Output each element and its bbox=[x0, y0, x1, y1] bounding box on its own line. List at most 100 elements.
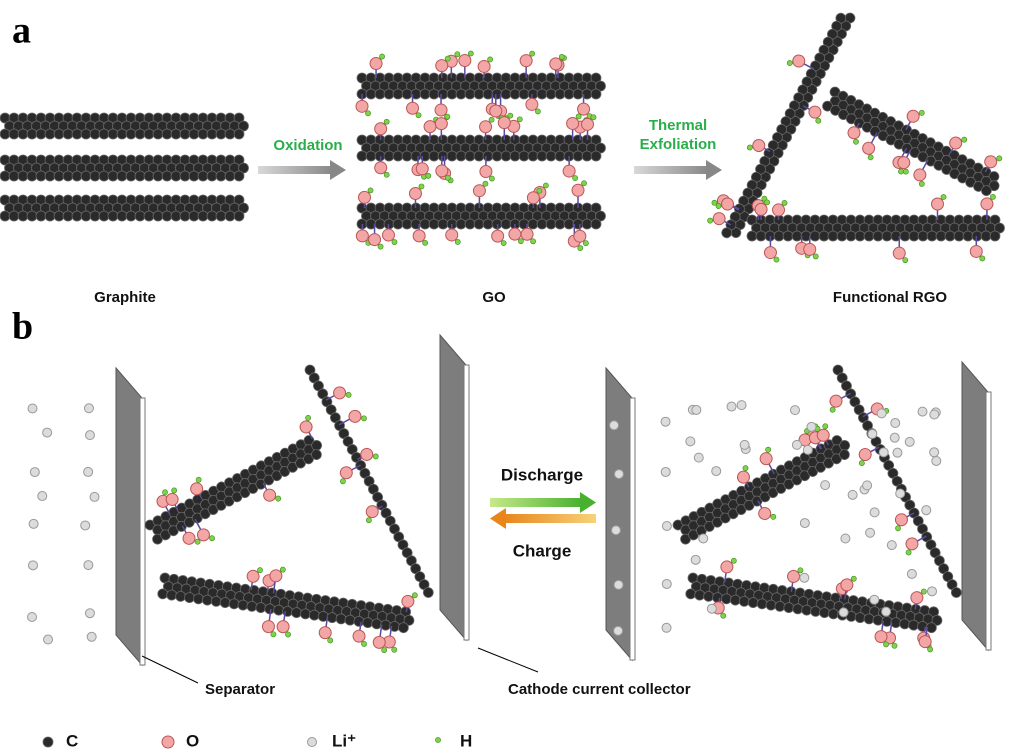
charge-arrow bbox=[504, 514, 596, 523]
oxygen bbox=[492, 230, 504, 242]
graphene-sheet bbox=[357, 113, 606, 183]
hydrogen bbox=[345, 391, 352, 398]
carbon bbox=[501, 151, 511, 161]
carbon bbox=[117, 171, 127, 181]
carbon bbox=[171, 171, 181, 181]
graphene-sheet bbox=[134, 413, 340, 566]
oxygen bbox=[755, 203, 767, 215]
lithium bbox=[792, 440, 801, 449]
hydrogen bbox=[918, 180, 925, 187]
oxygen bbox=[860, 140, 876, 156]
step-label: Exfoliation bbox=[640, 136, 717, 153]
carbon bbox=[162, 211, 172, 221]
hydrogen bbox=[195, 476, 202, 483]
oxygen bbox=[407, 102, 419, 114]
lithium bbox=[891, 419, 900, 428]
carbon bbox=[483, 151, 493, 161]
carbon bbox=[555, 219, 565, 229]
carbon bbox=[909, 231, 919, 241]
oxygen bbox=[893, 512, 909, 528]
carbon bbox=[135, 129, 145, 139]
lithium bbox=[87, 632, 96, 641]
hydrogen bbox=[578, 245, 583, 250]
lithium bbox=[85, 431, 94, 440]
carbon bbox=[135, 211, 145, 221]
graphene-sheet bbox=[0, 195, 249, 221]
lithium bbox=[38, 492, 47, 501]
oxygen bbox=[828, 393, 844, 409]
hydrogen bbox=[782, 200, 787, 205]
carbon bbox=[126, 171, 136, 181]
lithium bbox=[661, 417, 670, 426]
carbon bbox=[774, 231, 784, 241]
carbon bbox=[465, 151, 475, 161]
carbon bbox=[375, 219, 385, 229]
oxygen bbox=[905, 108, 921, 124]
carbon bbox=[873, 231, 883, 241]
hydrogen bbox=[576, 114, 581, 119]
oxygen bbox=[181, 530, 197, 546]
lithium bbox=[686, 437, 695, 446]
carbon bbox=[234, 129, 244, 139]
arrow bbox=[706, 160, 722, 180]
carbon bbox=[465, 89, 475, 99]
oxygen bbox=[478, 60, 490, 72]
carbon bbox=[0, 171, 10, 181]
hydrogen bbox=[746, 144, 753, 151]
graphene-sheet bbox=[0, 155, 249, 181]
carbon bbox=[591, 151, 601, 161]
carbon bbox=[45, 211, 55, 221]
hydrogen bbox=[941, 194, 946, 199]
carbon bbox=[990, 231, 1000, 241]
graphene-sheet bbox=[154, 550, 419, 656]
lithium bbox=[893, 448, 902, 457]
carbon bbox=[36, 129, 46, 139]
oxygen bbox=[578, 103, 590, 115]
hydrogen bbox=[483, 181, 488, 186]
carbon bbox=[54, 129, 64, 139]
oxygen bbox=[356, 230, 368, 242]
lithium bbox=[803, 445, 812, 454]
carbon bbox=[564, 219, 574, 229]
plate-edge bbox=[464, 365, 469, 640]
hydrogen bbox=[426, 173, 431, 178]
oxygen bbox=[480, 121, 492, 133]
carbon bbox=[45, 171, 55, 181]
hydrogen bbox=[990, 194, 995, 199]
carbon bbox=[357, 151, 367, 161]
carbon bbox=[828, 231, 838, 241]
hydrogen bbox=[559, 54, 564, 59]
carbon bbox=[198, 171, 208, 181]
carbon bbox=[27, 171, 37, 181]
carbon bbox=[546, 89, 556, 99]
graphene-sheet bbox=[747, 194, 1005, 262]
oxygen bbox=[773, 204, 785, 216]
hydrogen bbox=[445, 175, 450, 180]
lithium bbox=[890, 433, 899, 442]
carbon bbox=[108, 211, 118, 221]
graphene-sheet bbox=[285, 353, 455, 609]
hydrogen bbox=[379, 54, 384, 59]
lithium bbox=[691, 555, 700, 564]
carbon bbox=[54, 171, 64, 181]
carbon bbox=[72, 129, 82, 139]
lithium bbox=[918, 407, 927, 416]
oxygen bbox=[318, 626, 332, 640]
carbon bbox=[18, 211, 28, 221]
lithium bbox=[737, 401, 746, 410]
lithium bbox=[614, 580, 623, 589]
figure: a Oxidation Thermal Exfoliation Graphite… bbox=[0, 0, 1014, 751]
carbon bbox=[846, 231, 856, 241]
lithium bbox=[930, 410, 939, 419]
material-label: Functional RGO bbox=[833, 289, 947, 306]
lithium bbox=[30, 468, 39, 477]
hydrogen bbox=[368, 188, 373, 193]
arrow bbox=[330, 160, 346, 180]
carbon bbox=[402, 219, 412, 229]
graphene-sheet bbox=[0, 113, 249, 139]
hydrogen bbox=[980, 256, 985, 261]
carbon bbox=[438, 219, 448, 229]
carbon bbox=[225, 129, 235, 139]
carbon bbox=[882, 231, 892, 241]
leader bbox=[142, 656, 198, 683]
